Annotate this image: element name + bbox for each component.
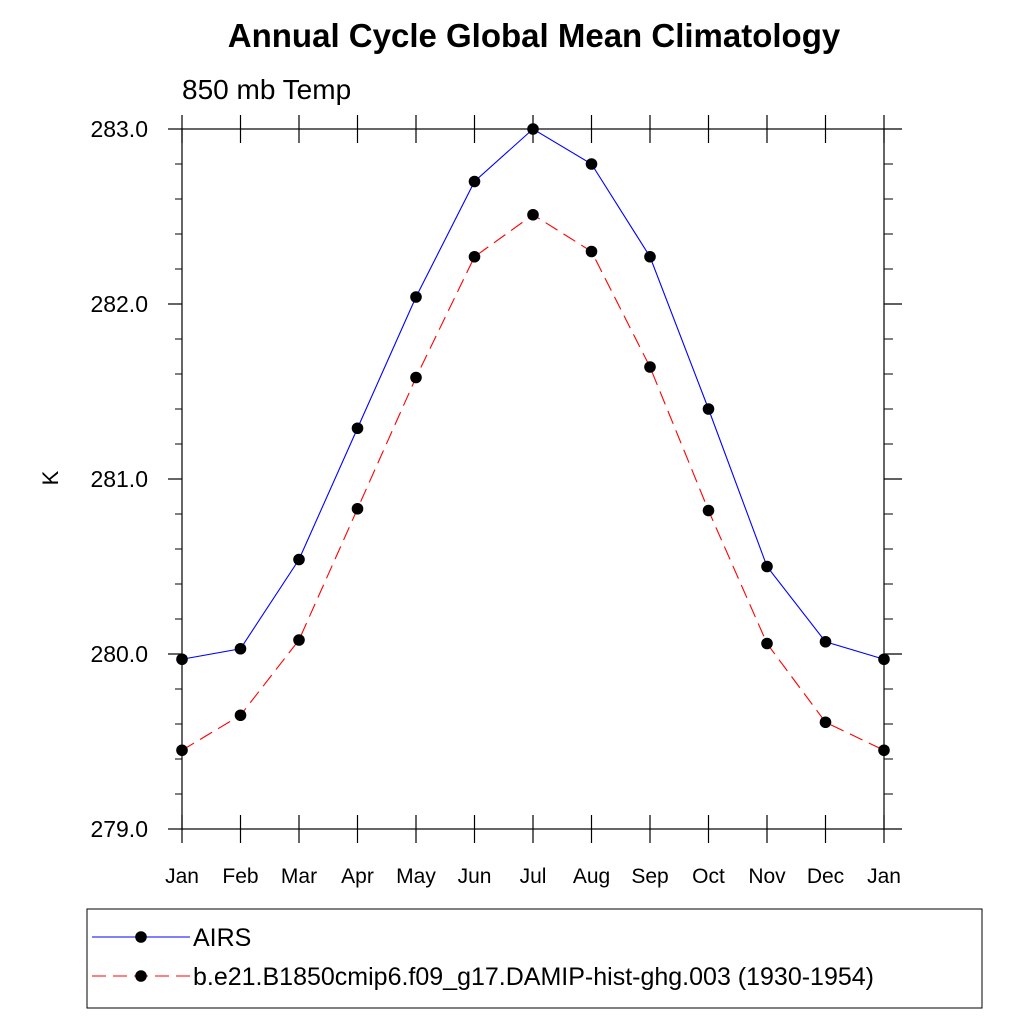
x-tick-label: Mar bbox=[281, 865, 317, 888]
legend-entries: AIRS b.e21.B1850cmip6.f09_g17.DAMIP-hist-… bbox=[92, 924, 874, 991]
x-tick-label: Apr bbox=[341, 865, 374, 888]
data-point-s0-10 bbox=[761, 560, 773, 573]
y-tick-labels: 279.0 280.0 281.0 282.0 283.0 bbox=[90, 116, 148, 842]
data-point-s1-9 bbox=[702, 504, 715, 517]
x-tick-label: Oct bbox=[692, 865, 725, 888]
data-point-s1-0 bbox=[176, 744, 188, 757]
data-point-s0-5 bbox=[468, 175, 481, 188]
x-tick-label: May bbox=[396, 865, 436, 888]
y-tick-label: 283.0 bbox=[90, 116, 148, 142]
chart-title: Annual Cycle Global Mean Climatology bbox=[228, 17, 841, 54]
x-tick-label: Jan bbox=[867, 865, 901, 888]
data-point-s1-1 bbox=[234, 709, 247, 722]
x-tick-label: Nov bbox=[748, 865, 786, 888]
legend: AIRS b.e21.B1850cmip6.f09_g17.DAMIP-hist-… bbox=[86, 908, 983, 1009]
legend-box bbox=[86, 908, 983, 1009]
data-point-s0-0 bbox=[176, 653, 188, 666]
y-tick-label: 280.0 bbox=[90, 641, 148, 667]
data-point-s1-3 bbox=[351, 502, 364, 515]
y-tick-label: 279.0 bbox=[90, 816, 148, 842]
data-point-s1-6 bbox=[527, 208, 539, 221]
data-point-s1-12 bbox=[878, 744, 890, 757]
data-point-s1-7 bbox=[585, 245, 598, 258]
legend-marker-1 bbox=[135, 970, 147, 982]
legend-label-0: AIRS bbox=[193, 924, 251, 952]
data-point-s0-11 bbox=[819, 635, 832, 648]
data-point-s0-12 bbox=[878, 653, 890, 666]
series-line-0 bbox=[181, 128, 885, 660]
data-point-s1-4 bbox=[410, 371, 422, 384]
data-point-s1-8 bbox=[644, 361, 656, 373]
data-point-s1-5 bbox=[468, 250, 481, 263]
data-point-s1-10 bbox=[761, 637, 773, 650]
y-axis-label: K bbox=[38, 470, 63, 485]
data-point-s0-6 bbox=[527, 123, 539, 135]
data-point-s0-1 bbox=[234, 642, 247, 655]
data-point-s0-4 bbox=[410, 291, 422, 303]
series-layer bbox=[176, 123, 890, 757]
legend-label-1: b.e21.B1850cmip6.f09_g17.DAMIP-hist-ghg.… bbox=[193, 963, 874, 991]
data-point-s1-11 bbox=[819, 716, 832, 729]
x-tick-labels: Jan Feb Mar Apr May Jun Jul Aug Sep Oct Nov Dec Jan bbox=[165, 865, 901, 888]
legend-marker-0 bbox=[135, 931, 147, 943]
x-tick-label: Sep bbox=[631, 865, 668, 888]
y-tick-label: 281.0 bbox=[90, 466, 148, 492]
data-point-s0-7 bbox=[585, 158, 598, 170]
x-tick-label: Aug bbox=[573, 865, 610, 888]
data-point-s0-2 bbox=[293, 553, 305, 566]
data-point-s1-2 bbox=[293, 634, 305, 646]
x-tick-label: Dec bbox=[807, 865, 844, 888]
x-tick-label: Jul bbox=[520, 865, 547, 888]
data-point-s0-8 bbox=[644, 250, 656, 263]
data-point-s0-3 bbox=[351, 422, 364, 435]
data-point-s0-9 bbox=[702, 403, 715, 415]
plot-frame bbox=[181, 128, 885, 830]
chart-subtitle: 850 mb Temp bbox=[182, 74, 351, 105]
series-line-1 bbox=[181, 214, 885, 751]
x-tick-label: Feb bbox=[222, 865, 258, 888]
x-tick-label: Jun bbox=[458, 865, 492, 888]
x-tick-label: Jan bbox=[165, 865, 199, 888]
y-tick-label: 282.0 bbox=[90, 291, 148, 317]
axis-ticks bbox=[168, 115, 902, 843]
